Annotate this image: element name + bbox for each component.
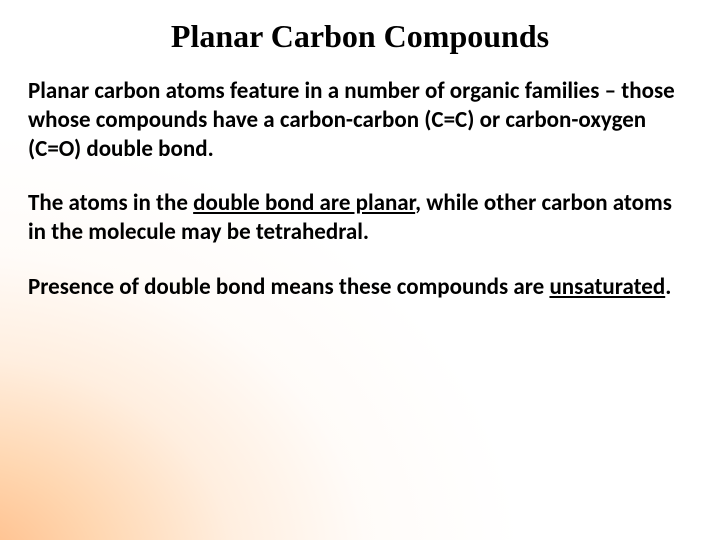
text-run-underlined: unsaturated xyxy=(549,273,665,301)
paragraph-3: Presence of double bond means these comp… xyxy=(28,273,692,302)
slide-container: Planar Carbon Compounds Planar carbon at… xyxy=(0,0,720,540)
text-run-underlined: double bond are planar xyxy=(193,189,415,217)
text-run: Presence of double bond means these comp… xyxy=(28,273,549,301)
paragraph-2: The atoms in the double bond are planar,… xyxy=(28,189,692,247)
paragraph-1: Planar carbon atoms feature in a number … xyxy=(28,77,692,163)
slide-body: Planar carbon atoms feature in a number … xyxy=(28,77,692,302)
text-run: Planar carbon atoms feature in a number … xyxy=(28,77,675,163)
text-run: . xyxy=(665,273,671,301)
slide-title: Planar Carbon Compounds xyxy=(28,18,692,55)
text-run: The atoms in the xyxy=(28,189,193,217)
